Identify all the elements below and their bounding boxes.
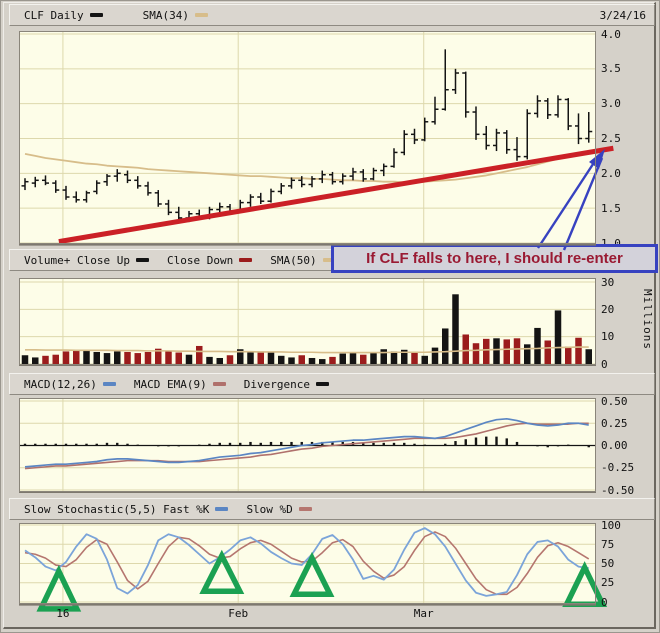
crb-annotation-line1: The CRB may have: [38, 64, 184, 81]
legend-swatch-close-up: [135, 258, 149, 262]
legend-label-clf-daily: CLF Daily: [24, 8, 84, 22]
y-axis-label: 75: [601, 537, 615, 551]
legend-swatch-macd-ema: [212, 382, 226, 386]
y-axis-label: 0.00: [601, 439, 628, 452]
y-axis-label: 30: [601, 275, 615, 289]
y-axis-label: 3.5: [601, 62, 621, 76]
legend-swatch-clf-daily: [89, 13, 103, 17]
y-axis-label: 4.0: [601, 27, 621, 41]
y-axis-label: 1.5: [601, 201, 621, 215]
x-axis-label: 16: [56, 607, 70, 620]
millions-axis-label: Millions: [641, 289, 654, 350]
legend-swatch-sma50: [322, 258, 336, 262]
legend-swatch-divergence: [315, 382, 329, 386]
legend-label-sma50: SMA(50): [270, 253, 317, 267]
y-axis-label: 3.0: [601, 97, 621, 111]
y-axis-label: 2.5: [601, 132, 621, 145]
y-axis-label: 25: [601, 576, 615, 590]
y-axis-label: 50: [601, 557, 615, 570]
legend-label-close-up: Volume+ Close Up: [24, 253, 130, 267]
macd-panel-header: MACD(12,26) MACD EMA(9) Divergence: [9, 373, 655, 395]
legend-label-sma34: SMA(34): [142, 8, 189, 22]
legend-swatch-macd: [102, 382, 116, 386]
y-axis-label: 2.0: [601, 166, 621, 180]
price-panel-header: CLF Daily SMA(34) 3/24/16: [9, 4, 655, 26]
x-axis-label: Feb: [228, 607, 249, 620]
legend-label-slow-d: Slow %D: [246, 502, 293, 516]
stochastic-panel-header: Slow Stochastic(5,5) Fast %K Slow %D: [9, 498, 655, 520]
y-axis-label: 0.25: [601, 416, 628, 430]
legend-label-close-down: Close Down: [166, 253, 234, 267]
legend-label-macd: MACD(12,26): [24, 377, 97, 391]
y-axis-label: -0.50: [601, 483, 635, 497]
date-label: 3/24/16: [599, 8, 646, 22]
legend-swatch-close-down: [239, 258, 253, 262]
crb-annotation: The CRB may have just put in a DCL: [26, 61, 196, 107]
ticker-label: CLF: [246, 36, 276, 53]
legend-swatch-fast-k: [215, 507, 229, 511]
reentry-annotation-text: If CLF falls to here, I should re-enter: [366, 250, 623, 267]
legend-label-divergence: Divergence: [243, 377, 310, 391]
y-axis-label: 100: [601, 518, 621, 532]
legend-label-macd-ema: MACD EMA(9): [133, 377, 207, 391]
y-axis-label: 0: [601, 595, 608, 609]
legend-label-fast-k: Slow Stochastic(5,5) Fast %K: [24, 502, 210, 516]
legend-swatch-slow-d: [298, 507, 312, 511]
legend-swatch-sma34: [194, 13, 208, 17]
y-axis-label: 10: [601, 330, 615, 344]
x-axis-label: Mar: [413, 607, 434, 620]
y-axis-label: 20: [601, 302, 615, 316]
y-axis-label: -0.25: [601, 461, 635, 475]
reentry-annotation-box: If CLF falls to here, I should re-enter: [331, 244, 658, 273]
y-axis-label: 0: [601, 357, 608, 371]
y-axis-label: 0.50: [601, 394, 628, 408]
crb-annotation-line2: just put in a DCL: [47, 87, 175, 104]
